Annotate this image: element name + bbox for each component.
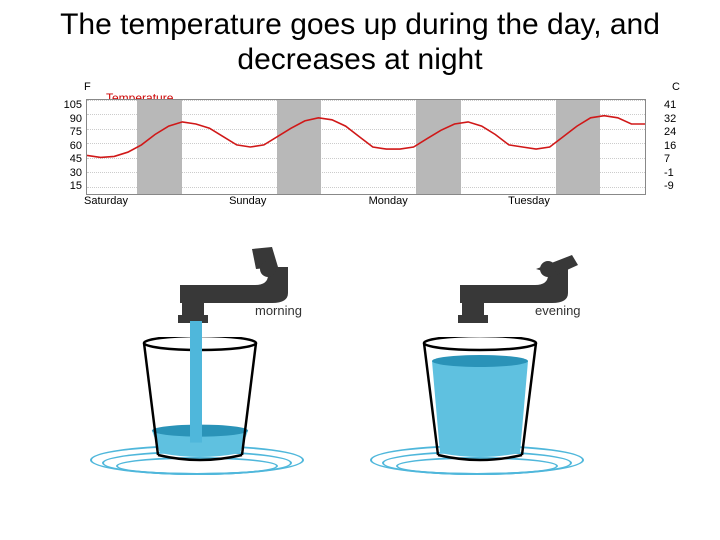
y-ticks-right: 413224167-1-9 xyxy=(664,99,688,194)
faucet-morning: morning xyxy=(110,245,330,475)
axis-right-unit: C xyxy=(672,81,680,93)
faucet-illustrations: morning evening xyxy=(0,245,720,475)
page-title: The temperature goes up during the day, … xyxy=(0,0,720,81)
axis-left-unit: F xyxy=(84,81,91,93)
y-ticks-left: 105907560453015 xyxy=(56,99,82,194)
plot-area xyxy=(86,99,646,195)
temperature-chart: F C Temperature 105907560453015 41322416… xyxy=(40,85,680,225)
faucet-evening: evening xyxy=(390,245,610,475)
